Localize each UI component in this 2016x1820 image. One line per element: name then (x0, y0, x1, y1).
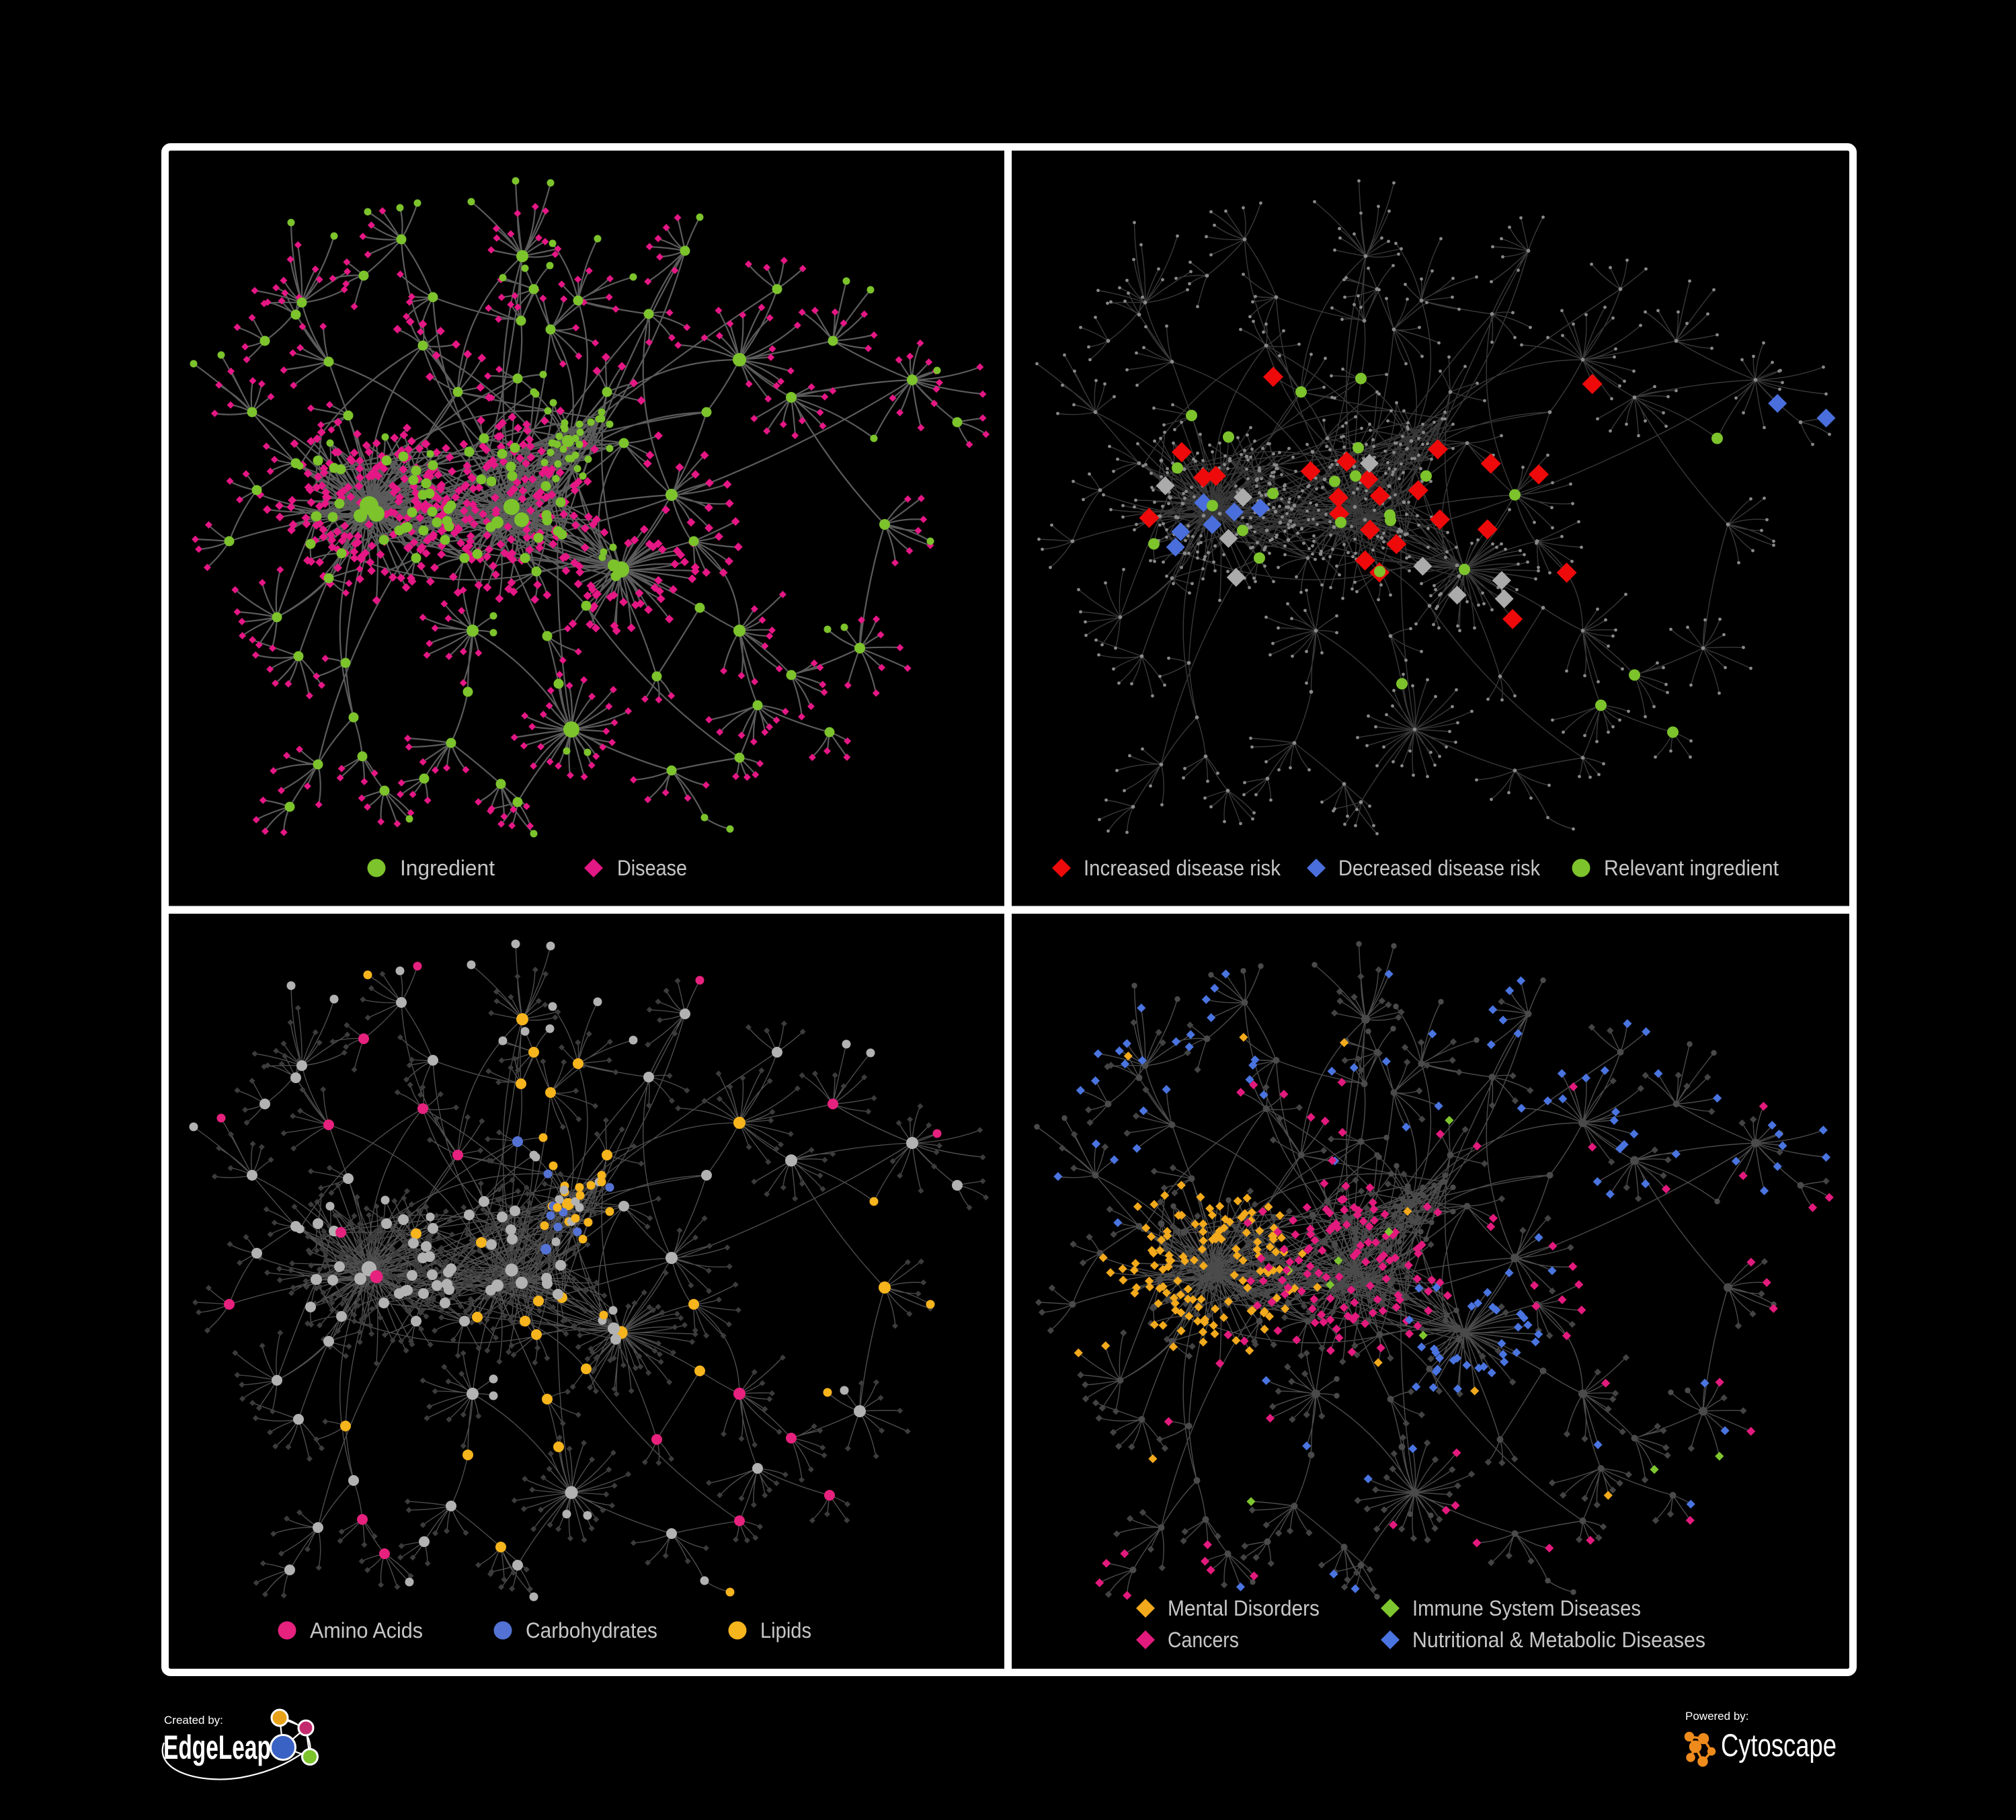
svg-text:Relevant ingredient: Relevant ingredient (1604, 856, 1779, 880)
svg-text:Created by:: Created by: (164, 1714, 223, 1727)
svg-text:Ingredient: Ingredient (400, 856, 495, 880)
svg-text:Decreased disease risk: Decreased disease risk (1338, 856, 1541, 880)
svg-text:Cancers: Cancers (1168, 1628, 1239, 1652)
svg-text:Amino Acids: Amino Acids (310, 1618, 423, 1643)
svg-text:Mental Disorders: Mental Disorders (1168, 1596, 1320, 1620)
svg-text:Powered by:: Powered by: (1685, 1710, 1749, 1723)
svg-text:Cytoscape: Cytoscape (1721, 1727, 1837, 1763)
svg-text:Immune System Diseases: Immune System Diseases (1412, 1596, 1641, 1620)
svg-text:Nutritional & Metabolic Diseas: Nutritional & Metabolic Diseases (1412, 1628, 1705, 1652)
svg-text:Increased disease risk: Increased disease risk (1084, 856, 1281, 880)
svg-text:Disease: Disease (617, 856, 687, 880)
svg-text:Lipids: Lipids (760, 1618, 811, 1643)
svg-text:Carbohydrates: Carbohydrates (526, 1618, 657, 1643)
svg-text:EdgeLeap: EdgeLeap (163, 1729, 271, 1766)
